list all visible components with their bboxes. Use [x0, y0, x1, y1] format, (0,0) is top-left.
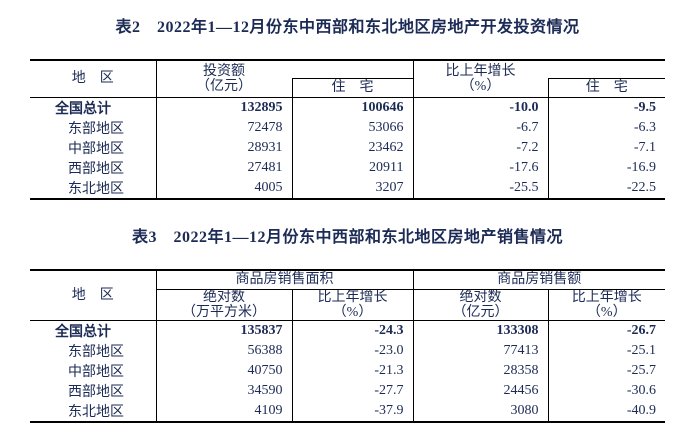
header-growth-line1: 比上年增长 [445, 63, 516, 79]
region-cell: 西部地区 [68, 384, 124, 400]
value-cell: -9.5 [547, 96, 665, 118]
value-cell: -25.1 [547, 340, 665, 361]
value-cell: -21.3 [291, 360, 413, 381]
header-residential-growth: 住 宅 [547, 77, 665, 97]
header-amount-growth-line2: （%） [586, 304, 627, 320]
value-cell: 28358 [412, 360, 548, 381]
value-cell: 34590 [155, 380, 292, 401]
header-sales-area-group: 商品房销售面积 [156, 270, 413, 290]
header-area-absolute-line1: 绝对数 [203, 289, 245, 305]
value-cell: 40750 [155, 360, 292, 381]
table-row: 东部地区 56388 -23.0 77413 -25.1 [30, 340, 665, 361]
region-cell: 东部地区 [68, 344, 124, 360]
region-cell: 中部地区 [68, 141, 124, 157]
table3-title: 表3 2022年1—12月份东中西部和东北地区房地产销售情况 [131, 229, 563, 246]
table-row: 中部地区 28931 23462 -7.2 -7.1 [30, 137, 665, 158]
header-sales-amount-group: 商品房销售额 [412, 270, 665, 290]
header-area-growth-line1: 比上年增长 [317, 289, 388, 305]
header-amount-growth: 比上年增长 （%） [547, 289, 665, 320]
region-cell: 全国总计 [30, 319, 156, 341]
header-area-growth: 比上年增长 （%） [291, 289, 413, 320]
value-cell: -7.2 [412, 137, 548, 158]
value-cell: 3207 [291, 177, 413, 199]
value-cell: 56388 [155, 340, 292, 361]
table-row: 西部地区 27481 20911 -17.6 -16.9 [30, 157, 665, 178]
header-spacer-2 [548, 60, 665, 78]
header-growth-line2: （%） [460, 78, 501, 94]
value-cell: -7.1 [547, 137, 665, 158]
value-cell: -6.7 [412, 117, 548, 138]
value-cell: 77413 [412, 340, 548, 361]
value-cell: 135837 [155, 319, 292, 341]
investment-table: 地 区 投资额 （亿元） 比上年增长 （%） 住 宅 住 宅 全国总计 1328… [30, 59, 665, 200]
header-amount-growth-line1: 比上年增长 [571, 289, 642, 305]
value-cell: -40.9 [547, 400, 665, 422]
value-cell: 133308 [412, 319, 548, 341]
header-amount-absolute-line1: 绝对数 [459, 289, 502, 305]
header-investment-line2: （亿元） [196, 78, 252, 94]
value-cell: 132895 [155, 96, 292, 118]
header-investment-line1: 投资额 [203, 63, 245, 79]
value-cell: 53066 [291, 117, 413, 138]
region-cell: 西部地区 [68, 161, 124, 177]
value-cell: 4005 [155, 177, 292, 199]
sales-table: 地 区 商品房销售面积 商品房销售额 绝对数 （万平方米） 比上年增长 （%） … [30, 269, 665, 423]
value-cell: 72478 [155, 117, 292, 138]
header-region: 地 区 [30, 270, 157, 320]
header-amount-absolute-line2: （亿元） [452, 304, 509, 320]
investment-table-header-row2: 住 宅 住 宅 [30, 77, 665, 97]
value-cell: -16.9 [547, 157, 665, 178]
header-growth: 比上年增长 （%） [412, 60, 548, 97]
value-cell: -26.7 [547, 319, 665, 341]
header-area-absolute: 绝对数 （万平方米） [156, 289, 292, 320]
table-row: 东北地区 4005 3207 -25.5 -22.5 [30, 177, 665, 199]
header-spacer-1 [292, 60, 413, 78]
header-region: 地 区 [30, 60, 157, 97]
header-investment: 投资额 （亿元） [156, 60, 292, 97]
table-row: 中部地区 40750 -21.3 28358 -25.7 [30, 360, 665, 381]
value-cell: 27481 [155, 157, 292, 178]
value-cell: -24.3 [291, 319, 413, 341]
sales-table-header-row1: 地 区 商品房销售面积 商品房销售额 [30, 270, 665, 320]
value-cell: 28931 [155, 137, 292, 158]
value-cell: -10.0 [412, 96, 548, 118]
value-cell: 23462 [291, 137, 413, 158]
value-cell: -25.7 [547, 360, 665, 381]
table-row: 全国总计 132895 100646 -10.0 -9.5 [30, 96, 665, 118]
region-cell: 东北地区 [68, 181, 124, 197]
value-cell: 100646 [291, 96, 413, 118]
value-cell: -23.0 [291, 340, 413, 361]
table-row: 东部地区 72478 53066 -6.7 -6.3 [30, 117, 665, 138]
value-cell: -22.5 [547, 177, 665, 199]
investment-table-header-row1: 地 区 投资额 （亿元） 比上年增长 （%） [30, 60, 665, 97]
value-cell: -37.9 [291, 400, 413, 422]
region-cell: 中部地区 [68, 364, 124, 380]
header-residential: 住 宅 [291, 77, 413, 97]
region-cell: 全国总计 [30, 96, 156, 118]
table2-title: 表2 2022年1—12月份东中西部和东北地区房地产开发投资情况 [115, 19, 580, 36]
value-cell: 24456 [412, 380, 548, 401]
value-cell: 20911 [291, 157, 413, 178]
sales-table-header-row2: 绝对数 （万平方米） 比上年增长 （%） 绝对数 （亿元） 比上年增长 （%） [30, 289, 665, 320]
value-cell: -25.5 [412, 177, 548, 199]
region-cell: 东部地区 [68, 121, 124, 137]
header-area-absolute-line2: （万平方米） [182, 304, 266, 320]
header-amount-absolute: 绝对数 （亿元） [412, 289, 548, 320]
table-row: 西部地区 34590 -27.7 24456 -30.6 [30, 380, 665, 401]
value-cell: 3080 [412, 400, 548, 422]
header-area-growth-line2: （%） [332, 304, 373, 320]
value-cell: -27.7 [291, 380, 413, 401]
value-cell: -17.6 [412, 157, 548, 178]
table-row: 东北地区 4109 -37.9 3080 -40.9 [30, 400, 665, 422]
value-cell: 4109 [155, 400, 292, 422]
value-cell: -30.6 [547, 380, 665, 401]
region-cell: 东北地区 [68, 404, 124, 420]
table-row: 全国总计 135837 -24.3 133308 -26.7 [30, 319, 665, 341]
value-cell: -6.3 [547, 117, 665, 138]
